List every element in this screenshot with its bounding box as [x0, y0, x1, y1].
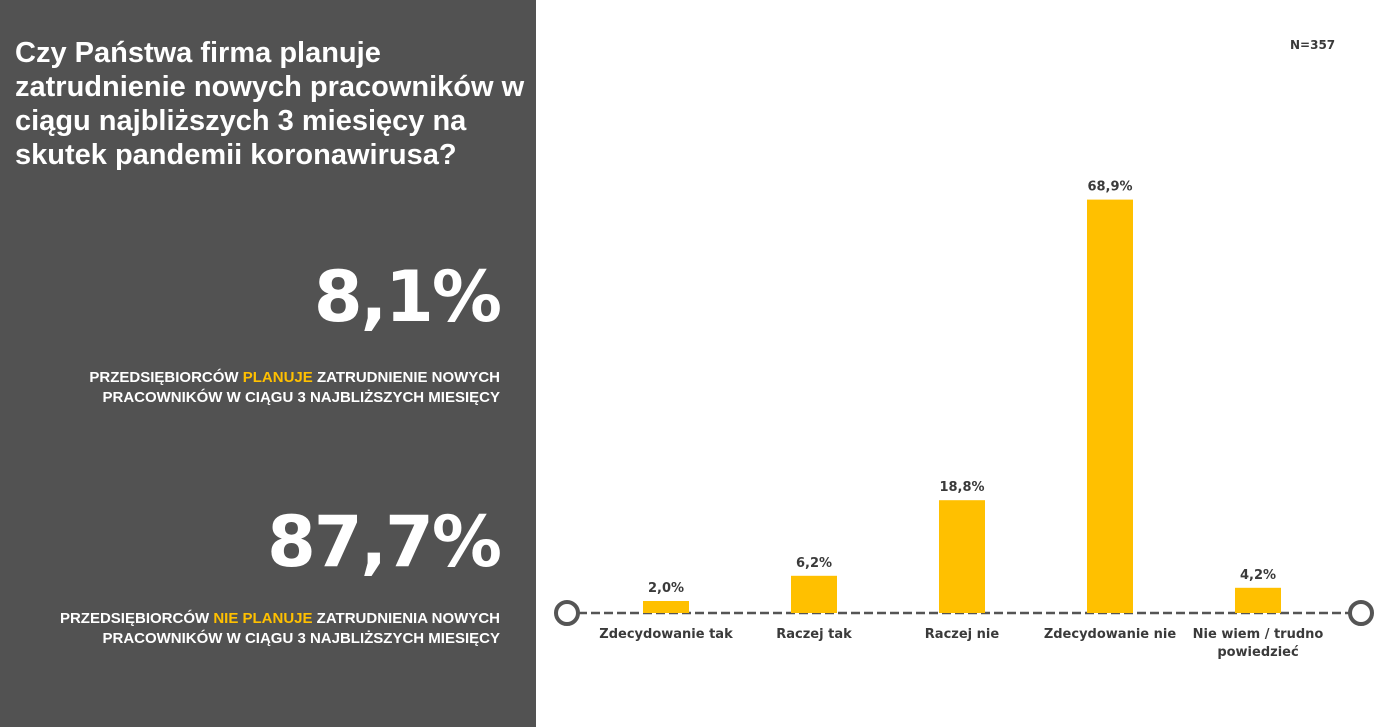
stat-not-plan-caption-highlight: NIE PLANUJE — [213, 610, 313, 627]
category-label: Zdecydowanie nie — [1044, 627, 1177, 642]
category-label: Raczej tak — [776, 627, 852, 642]
bar — [791, 575, 837, 613]
category-label: powiedzieć — [1217, 645, 1299, 660]
bar-chart: 2,0% Zdecydowanie tak 6,2% Raczej tak 18,8% R… — [554, 180, 1374, 660]
stat-plan-value: 8,1% — [313, 256, 502, 338]
stat-plan-caption-post: ZATRUDNIENIE NOWYCH PRACOWNIKÓW W CIĄGU … — [102, 369, 500, 406]
category-label: Zdecydowanie tak — [599, 627, 733, 642]
bar — [1087, 199, 1133, 613]
sample-size: N=357 — [1290, 38, 1336, 52]
bar-value-label: 18,8% — [939, 480, 984, 495]
question-title: Czy Państwa firma planuje zatrudnienie n… — [15, 37, 525, 171]
bar-value-label: 6,2% — [796, 556, 832, 571]
bar-value-label: 68,9% — [1087, 180, 1132, 195]
stat-not-plan-caption-pre: PRZEDSIĘBIORCÓW — [59, 610, 214, 627]
category-label: Raczej nie — [925, 627, 1000, 642]
axis-end-marker — [1348, 600, 1374, 626]
bar — [643, 601, 689, 613]
category-label: Nie wiem / trudno — [1193, 627, 1324, 642]
bar — [1235, 587, 1281, 613]
stat-not-plan-caption-post: ZATRUDNIENIA NOWYCH PRACOWNIKÓW W CIĄGU … — [102, 610, 500, 647]
bar-value-label: 2,0% — [648, 581, 684, 596]
bar-value-label: 4,2% — [1240, 568, 1276, 583]
stat-plan-caption-highlight: PLANUJE — [242, 369, 313, 386]
question-panel: Czy Państwa firma planuje zatrudnienie n… — [0, 0, 536, 727]
bar — [939, 500, 985, 613]
axis-start-marker — [554, 600, 580, 626]
stat-not-plan-caption: PRZEDSIĘBIORCÓW NIE PLANUJE ZATRUDNIENIA… — [20, 609, 500, 649]
stat-plan-caption-pre: PRZEDSIĘBIORCÓW — [89, 369, 243, 386]
stat-plan-caption: PRZEDSIĘBIORCÓW PLANUJE ZATRUDNIENIE NOW… — [20, 368, 500, 408]
stat-not-plan-value: 87,7% — [267, 501, 502, 583]
